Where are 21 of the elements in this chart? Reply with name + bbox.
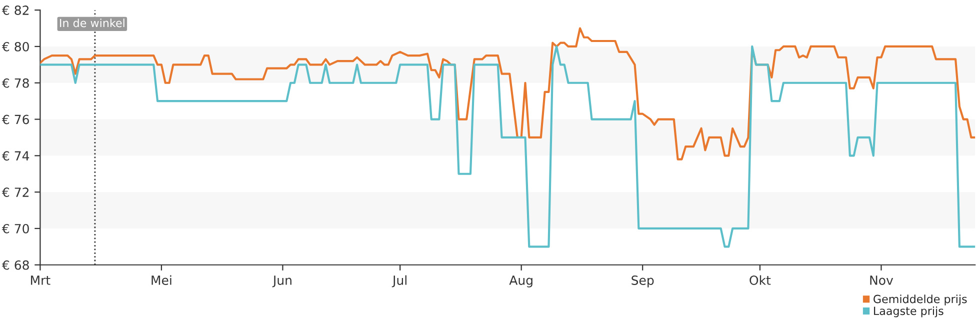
y-tick-label: € 78	[2, 78, 29, 88]
x-tick-label: Mrt	[30, 276, 50, 285]
y-tick-label: € 70	[2, 224, 29, 234]
x-tick-label: Aug	[509, 276, 532, 288]
y-tick-label: € 74	[2, 151, 30, 161]
x-tick-label: Jun	[272, 276, 292, 288]
legend-label: Gemiddelde prijs	[874, 294, 967, 306]
x-tick-label: Jul	[392, 275, 406, 288]
y-tick-label: € 72	[2, 188, 29, 197]
y-tick-label: € 80	[2, 42, 29, 52]
ref-line-label: In de winkel	[60, 18, 124, 28]
x-tick-label: Okt	[750, 275, 771, 285]
y-tick-label: € 68	[2, 260, 29, 270]
y-tick-label: € 76	[2, 114, 29, 124]
legend-label: Laagste prijs	[874, 306, 944, 318]
x-tick-label: Mei	[152, 275, 172, 285]
line-series	[40, 45, 976, 248]
x-tick-label: Nov	[870, 276, 894, 285]
y-tick-label: € 82	[2, 6, 29, 15]
x-tick-label: Sep	[632, 276, 654, 288]
line-series	[40, 27, 976, 160]
